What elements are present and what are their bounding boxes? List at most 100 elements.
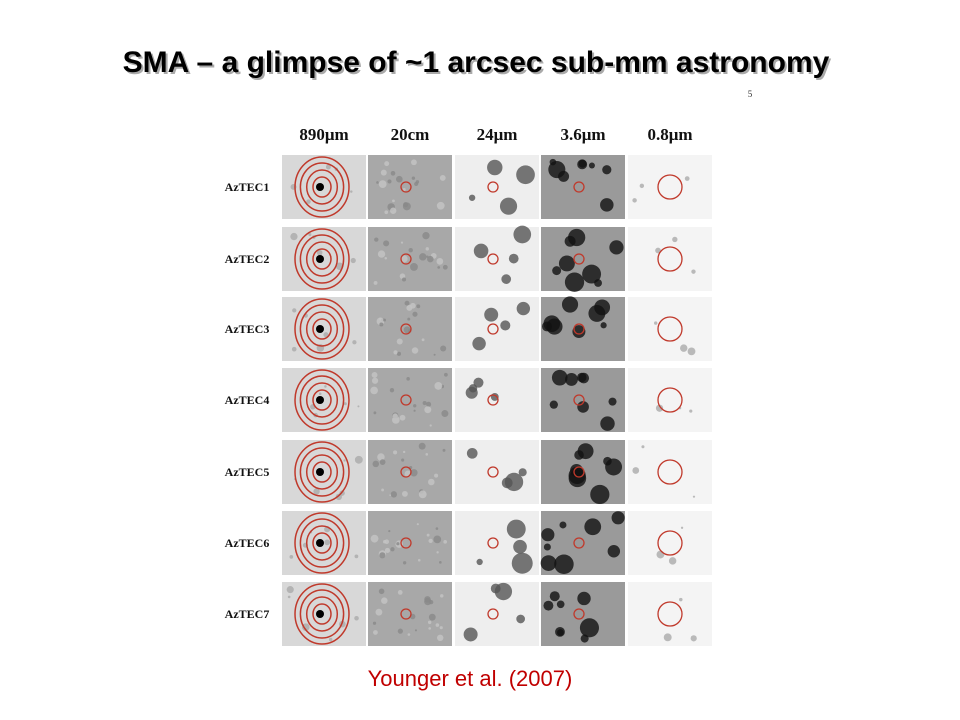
- image-blob: [400, 255, 408, 263]
- marker-circle: [400, 466, 412, 478]
- image-blob: [390, 547, 395, 552]
- marker-circle: [573, 253, 585, 265]
- marker-circle: [487, 537, 499, 549]
- column-header: 0.8μm: [647, 125, 692, 144]
- image-blob: [428, 627, 432, 630]
- marker-circle: [657, 530, 683, 556]
- image-blob: [434, 473, 439, 478]
- image-blob: [421, 338, 425, 342]
- image-blob: [654, 321, 658, 325]
- image-blob: [687, 347, 696, 356]
- image-blob: [286, 586, 294, 594]
- image-blob: [389, 388, 395, 393]
- contour: [294, 583, 350, 645]
- image-blob: [574, 450, 584, 460]
- image-blob: [413, 404, 417, 408]
- image-blob: [374, 237, 379, 242]
- image-blob: [306, 199, 311, 204]
- image-blob: [564, 235, 576, 247]
- marker-circle: [487, 253, 499, 265]
- image-blob: [508, 253, 519, 264]
- image-blob: [500, 320, 511, 331]
- contour: [294, 441, 350, 503]
- image-blob: [577, 401, 589, 413]
- image-blob: [290, 232, 298, 241]
- image-blob: [354, 554, 359, 559]
- image-blob: [392, 199, 395, 203]
- image-blob: [427, 255, 434, 263]
- image-blob: [313, 488, 320, 495]
- image-blob: [350, 190, 353, 193]
- image-blob: [372, 621, 377, 625]
- source: [316, 468, 324, 476]
- image-blob: [426, 401, 432, 407]
- image-panel: [628, 440, 712, 504]
- image-blob: [291, 346, 297, 352]
- marker-circle: [487, 181, 499, 193]
- image-blob: [287, 595, 291, 599]
- marker-circle: [573, 466, 585, 478]
- column-header: 3.6μm: [560, 125, 605, 144]
- image-blob: [513, 539, 527, 554]
- image-blob: [436, 551, 439, 554]
- image-blob: [440, 594, 444, 598]
- marker-circle: [657, 316, 683, 342]
- image-blob: [416, 304, 421, 309]
- source: [316, 255, 324, 263]
- image-blob: [554, 554, 574, 574]
- image-blob: [600, 198, 614, 212]
- marker-circle: [400, 394, 412, 406]
- image-blob: [428, 613, 436, 621]
- image-blob: [594, 279, 602, 287]
- marker-circle: [400, 323, 412, 335]
- image-blob: [416, 523, 419, 526]
- image-blob: [325, 164, 331, 170]
- column-header: 24μm: [477, 125, 518, 144]
- marker-circle: [400, 537, 412, 549]
- image-blob: [570, 464, 583, 477]
- image-blob: [381, 488, 385, 492]
- image-blob: [436, 257, 444, 265]
- image-blob: [379, 552, 386, 559]
- image-blob: [324, 385, 327, 388]
- image-blob: [424, 596, 431, 603]
- image-blob: [414, 181, 419, 187]
- image-blob: [350, 257, 356, 264]
- image-blob: [582, 264, 602, 284]
- image-blob: [433, 535, 442, 544]
- image-blob: [379, 459, 386, 466]
- image-blob: [439, 174, 446, 181]
- marker-circle: [657, 174, 683, 200]
- image-blob: [308, 232, 312, 237]
- image-blob: [383, 318, 387, 322]
- image-blob: [370, 386, 378, 395]
- contour: [294, 369, 350, 431]
- source: [316, 396, 324, 404]
- image-blob: [396, 542, 400, 546]
- image-blob: [443, 540, 447, 544]
- image-blob: [600, 416, 615, 431]
- image-blob: [577, 372, 587, 383]
- image-blob: [318, 392, 322, 396]
- image-blob: [549, 591, 560, 602]
- image-blob: [441, 410, 449, 418]
- image-blob: [473, 377, 484, 388]
- image-panel: [628, 297, 712, 361]
- image-blob: [396, 338, 403, 345]
- caption: Younger et al. (2007): [368, 666, 573, 691]
- contour: [294, 156, 350, 218]
- contour: [305, 596, 339, 632]
- image-blob: [561, 296, 579, 313]
- image-blob: [408, 247, 413, 253]
- marker-circle: [573, 323, 585, 335]
- image-blob: [639, 183, 645, 189]
- image-blob: [511, 552, 533, 574]
- image-blob: [396, 351, 402, 356]
- image-blob: [371, 377, 379, 384]
- image-blob: [663, 633, 672, 642]
- image-blob: [501, 274, 512, 284]
- image-blob: [390, 491, 398, 498]
- contour: [299, 589, 345, 639]
- image-blob: [418, 490, 427, 499]
- image-blob: [407, 633, 411, 636]
